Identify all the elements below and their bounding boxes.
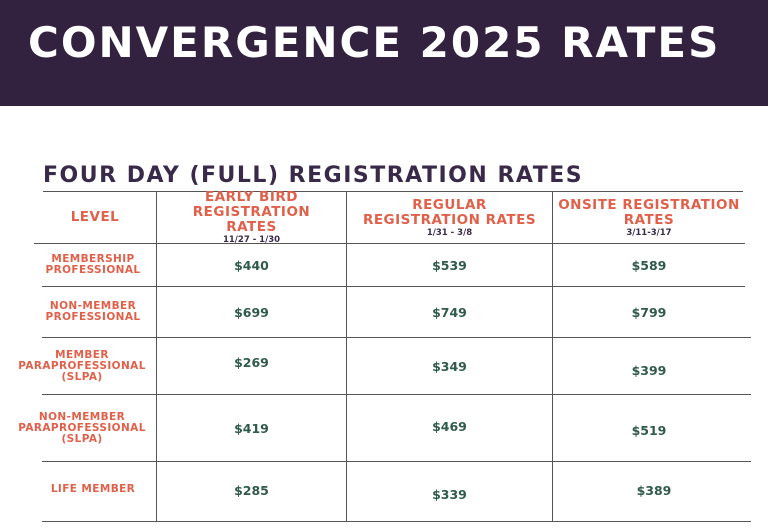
- price-value: $589: [631, 257, 667, 273]
- header-onsite-title: ONSITE REGISTRATION RATES: [558, 196, 740, 228]
- price-value: $389: [636, 482, 672, 498]
- price-value: $440: [234, 257, 269, 273]
- price-onsite: $799: [553, 287, 745, 337]
- price-value: $349: [432, 358, 467, 374]
- level-label: MEMBERSHIP PROFESSIONAL: [45, 253, 141, 276]
- header-early-bird: EARLY BIRD REGISTRATION RATES 11/27 - 1/…: [157, 189, 346, 246]
- header-regular: REGULAR REGISTRATION RATES 1/31 - 3/8: [347, 192, 552, 243]
- price-value: $519: [631, 422, 667, 438]
- table-row-level: MEMBER PARAPROFESSIONAL (SLPA): [8, 338, 156, 394]
- price-early-bird: $285: [157, 462, 346, 518]
- level-label: MEMBER PARAPROFESSIONAL (SLPA): [18, 348, 146, 383]
- price-onsite: $389: [553, 462, 755, 518]
- price-value: $269: [234, 354, 269, 370]
- title-banner: CONVERGENCE 2025 RATES: [0, 0, 768, 106]
- header-onsite: ONSITE REGISTRATION RATES 3/11-3/17: [553, 192, 745, 243]
- price-onsite: $589: [553, 244, 745, 286]
- price-regular: $349: [347, 338, 552, 394]
- header-level-label: LEVEL: [70, 209, 120, 225]
- table-row-level: NON-MEMBER PARAPROFESSIONAL (SLPA): [8, 395, 156, 461]
- table-row-level: LIFE MEMBER: [30, 462, 156, 516]
- header-regular-title: REGULAR REGISTRATION RATES: [362, 196, 537, 228]
- price-value: $469: [432, 418, 467, 434]
- price-regular: $469: [347, 395, 552, 457]
- price-value: $749: [432, 304, 467, 320]
- price-value: $399: [631, 362, 667, 378]
- price-early-bird: $699: [157, 287, 346, 337]
- price-value: $799: [631, 304, 667, 320]
- price-value: $285: [234, 482, 269, 498]
- header-level: LEVEL: [34, 192, 156, 243]
- page-title: CONVERGENCE 2025 RATES: [28, 18, 721, 67]
- header-early-bird-dates: 11/27 - 1/30: [222, 235, 281, 245]
- price-regular: $339: [347, 466, 552, 522]
- price-early-bird: $440: [157, 244, 346, 286]
- level-label: LIFE MEMBER: [50, 482, 136, 495]
- header-onsite-dates: 3/11-3/17: [626, 227, 672, 238]
- level-label: NON-MEMBER PARAPROFESSIONAL (SLPA): [18, 410, 146, 445]
- price-regular: $749: [347, 287, 552, 337]
- price-early-bird: $419: [157, 395, 346, 461]
- price-regular: $539: [347, 244, 552, 286]
- level-label: NON-MEMBER PROFESSIONAL: [45, 300, 141, 323]
- price-onsite: $519: [553, 397, 745, 463]
- price-value: $419: [234, 420, 269, 436]
- price-early-bird: $269: [157, 338, 346, 386]
- price-value: $699: [234, 304, 269, 320]
- section-title: FOUR DAY (FULL) REGISTRATION RATES: [43, 163, 584, 188]
- table-row-level: MEMBERSHIP PROFESSIONAL: [30, 244, 156, 286]
- price-value: $339: [432, 486, 467, 502]
- table-row-level: NON-MEMBER PROFESSIONAL: [30, 287, 156, 337]
- header-early-bird-title: EARLY BIRD REGISTRATION RATES: [192, 189, 311, 235]
- price-value: $539: [432, 257, 467, 273]
- header-regular-dates: 1/31 - 3/8: [426, 227, 473, 238]
- price-onsite: $399: [553, 342, 745, 398]
